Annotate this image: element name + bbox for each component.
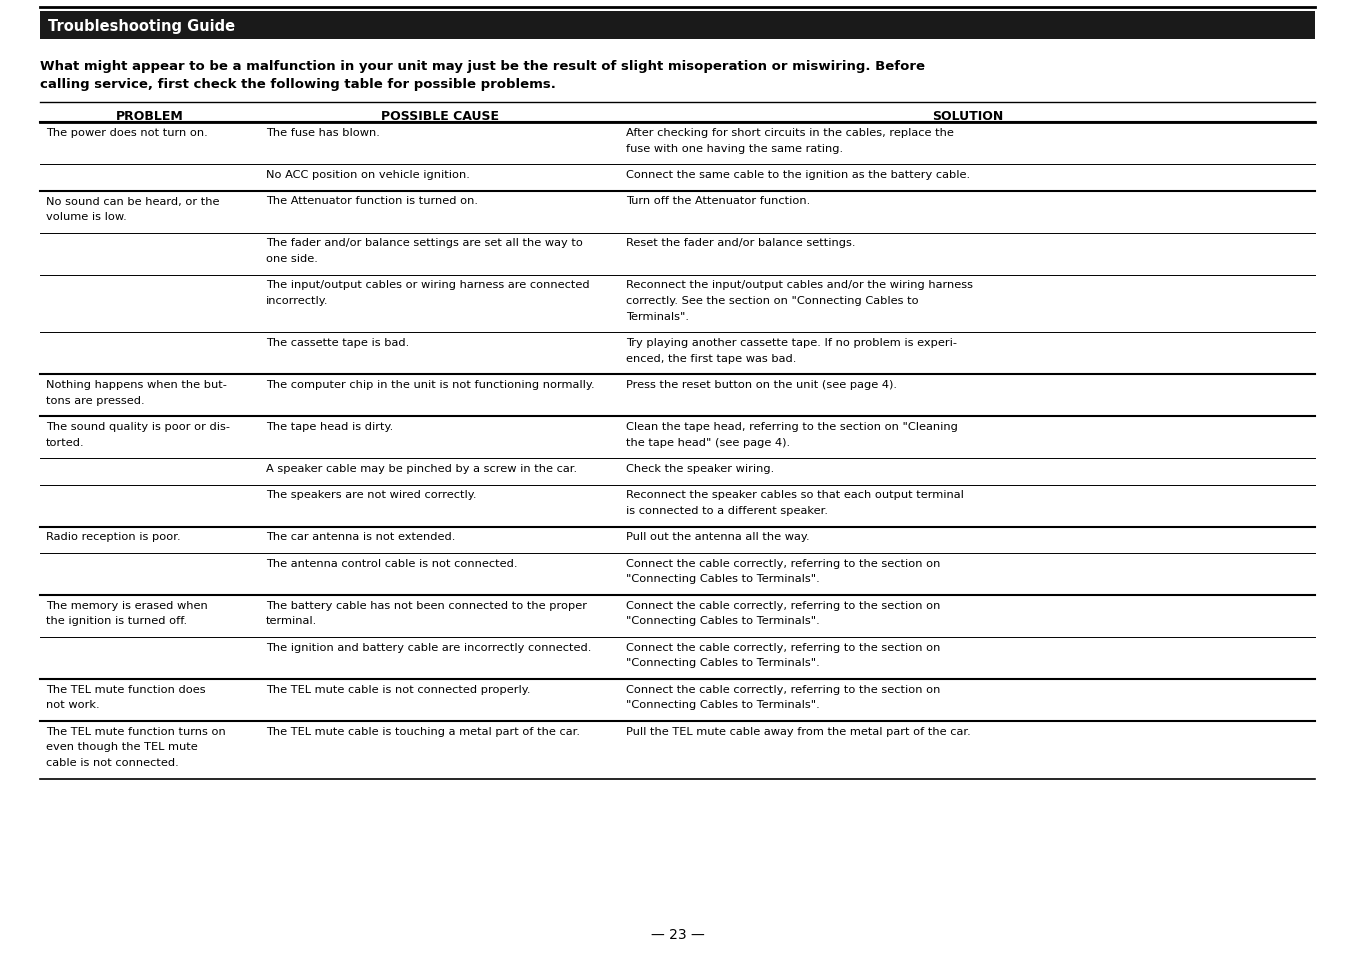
Text: Terminals".: Terminals". <box>626 312 688 321</box>
Text: The antenna control cable is not connected.: The antenna control cable is not connect… <box>266 558 518 568</box>
Text: The fuse has blown.: The fuse has blown. <box>266 128 379 138</box>
Bar <box>41 12 1314 40</box>
Text: even though the TEL mute: even though the TEL mute <box>46 741 198 752</box>
Text: The computer chip in the unit is not functioning normally.: The computer chip in the unit is not fun… <box>266 379 595 390</box>
Text: The sound quality is poor or dis-: The sound quality is poor or dis- <box>46 421 230 432</box>
Text: The TEL mute cable is not connected properly.: The TEL mute cable is not connected prop… <box>266 684 531 695</box>
Text: A speaker cable may be pinched by a screw in the car.: A speaker cable may be pinched by a scre… <box>266 463 577 474</box>
Text: — 23 —: — 23 — <box>650 927 705 941</box>
Text: cable is not connected.: cable is not connected. <box>46 758 179 767</box>
Text: The tape head is dirty.: The tape head is dirty. <box>266 421 393 432</box>
Text: Connect the cable correctly, referring to the section on: Connect the cable correctly, referring t… <box>626 558 940 568</box>
Text: torted.: torted. <box>46 437 84 447</box>
Text: not work.: not work. <box>46 700 100 710</box>
Text: Connect the cable correctly, referring to the section on: Connect the cable correctly, referring t… <box>626 600 940 610</box>
Text: terminal.: terminal. <box>266 616 317 626</box>
Text: The cassette tape is bad.: The cassette tape is bad. <box>266 337 409 348</box>
Text: Check the speaker wiring.: Check the speaker wiring. <box>626 463 774 474</box>
Text: "Connecting Cables to Terminals".: "Connecting Cables to Terminals". <box>626 700 820 710</box>
Text: Radio reception is poor.: Radio reception is poor. <box>46 532 180 542</box>
Text: Pull out the antenna all the way.: Pull out the antenna all the way. <box>626 532 810 542</box>
Text: Nothing happens when the but-: Nothing happens when the but- <box>46 379 226 390</box>
Text: The TEL mute cable is touching a metal part of the car.: The TEL mute cable is touching a metal p… <box>266 726 580 737</box>
Text: Reconnect the input/output cables and/or the wiring harness: Reconnect the input/output cables and/or… <box>626 280 973 291</box>
Text: the tape head" (see page 4).: the tape head" (see page 4). <box>626 437 790 447</box>
Text: The input/output cables or wiring harness are connected: The input/output cables or wiring harnes… <box>266 280 589 291</box>
Text: volume is low.: volume is low. <box>46 212 127 222</box>
Text: enced, the first tape was bad.: enced, the first tape was bad. <box>626 354 797 363</box>
Text: "Connecting Cables to Terminals".: "Connecting Cables to Terminals". <box>626 616 820 626</box>
Text: Troubleshooting Guide: Troubleshooting Guide <box>47 18 236 33</box>
Text: The speakers are not wired correctly.: The speakers are not wired correctly. <box>266 490 477 500</box>
Text: The ignition and battery cable are incorrectly connected.: The ignition and battery cable are incor… <box>266 642 591 652</box>
Text: incorrectly.: incorrectly. <box>266 295 328 306</box>
Text: Connect the cable correctly, referring to the section on: Connect the cable correctly, referring t… <box>626 642 940 652</box>
Text: is connected to a different speaker.: is connected to a different speaker. <box>626 505 828 516</box>
Text: No ACC position on vehicle ignition.: No ACC position on vehicle ignition. <box>266 170 470 180</box>
Text: "Connecting Cables to Terminals".: "Connecting Cables to Terminals". <box>626 658 820 668</box>
Text: The car antenna is not extended.: The car antenna is not extended. <box>266 532 455 542</box>
Text: No sound can be heard, or the: No sound can be heard, or the <box>46 196 220 206</box>
Text: The memory is erased when: The memory is erased when <box>46 600 207 610</box>
Text: The power does not turn on.: The power does not turn on. <box>46 128 207 138</box>
Text: The Attenuator function is turned on.: The Attenuator function is turned on. <box>266 196 478 206</box>
Text: Reconnect the speaker cables so that each output terminal: Reconnect the speaker cables so that eac… <box>626 490 963 500</box>
Text: Press the reset button on the unit (see page 4).: Press the reset button on the unit (see … <box>626 379 897 390</box>
Text: Clean the tape head, referring to the section on "Cleaning: Clean the tape head, referring to the se… <box>626 421 958 432</box>
Text: PROBLEM: PROBLEM <box>117 110 184 123</box>
Text: Pull the TEL mute cable away from the metal part of the car.: Pull the TEL mute cable away from the me… <box>626 726 970 737</box>
Text: calling service, first check the following table for possible problems.: calling service, first check the followi… <box>41 78 556 91</box>
Text: Reset the fader and/or balance settings.: Reset the fader and/or balance settings. <box>626 238 855 248</box>
Text: Turn off the Attenuator function.: Turn off the Attenuator function. <box>626 196 810 206</box>
Text: one side.: one side. <box>266 253 318 264</box>
Text: After checking for short circuits in the cables, replace the: After checking for short circuits in the… <box>626 128 954 138</box>
Text: tons are pressed.: tons are pressed. <box>46 395 145 405</box>
Text: POSSIBLE CAUSE: POSSIBLE CAUSE <box>381 110 499 123</box>
Text: Connect the cable correctly, referring to the section on: Connect the cable correctly, referring t… <box>626 684 940 695</box>
Text: fuse with one having the same rating.: fuse with one having the same rating. <box>626 143 843 153</box>
Text: SOLUTION: SOLUTION <box>932 110 1003 123</box>
Text: The fader and/or balance settings are set all the way to: The fader and/or balance settings are se… <box>266 238 583 248</box>
Text: The battery cable has not been connected to the proper: The battery cable has not been connected… <box>266 600 587 610</box>
Text: "Connecting Cables to Terminals".: "Connecting Cables to Terminals". <box>626 574 820 584</box>
Text: Try playing another cassette tape. If no problem is experi-: Try playing another cassette tape. If no… <box>626 337 957 348</box>
Text: correctly. See the section on "Connecting Cables to: correctly. See the section on "Connectin… <box>626 295 919 306</box>
Text: Connect the same cable to the ignition as the battery cable.: Connect the same cable to the ignition a… <box>626 170 970 180</box>
Text: The TEL mute function turns on: The TEL mute function turns on <box>46 726 226 737</box>
Text: the ignition is turned off.: the ignition is turned off. <box>46 616 187 626</box>
Text: What might appear to be a malfunction in your unit may just be the result of sli: What might appear to be a malfunction in… <box>41 60 925 73</box>
Text: The TEL mute function does: The TEL mute function does <box>46 684 206 695</box>
